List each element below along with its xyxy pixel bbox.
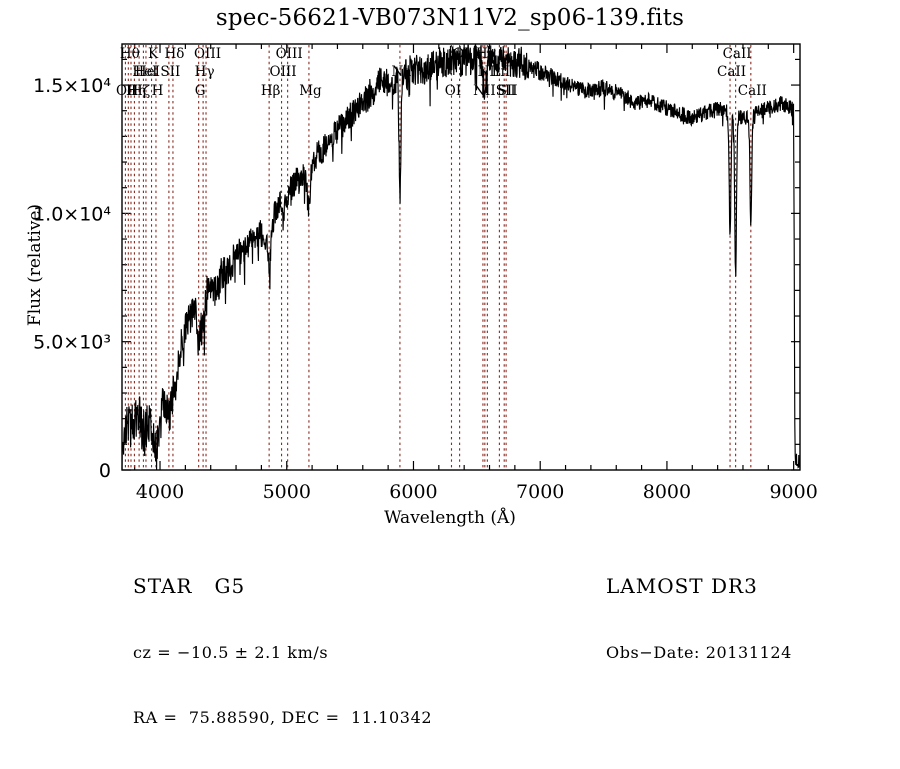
x-axis-label: Wavelength (Å) <box>384 508 516 528</box>
line-label-CaII: CaII <box>717 64 746 80</box>
line-label-OIII: OIII <box>194 46 221 62</box>
line-label-H: H <box>127 83 139 99</box>
survey-name: LAMOST DR3 <box>606 574 758 598</box>
line-label-HeI: HeI <box>132 64 157 80</box>
line-label-Na: Na <box>391 64 411 80</box>
line-label-H: Hθ <box>120 46 140 62</box>
line-label-OI: OI <box>453 46 469 62</box>
x-tick-label: 4000 <box>136 481 184 503</box>
obs-date: Obs−Date: 20131124 <box>606 643 792 662</box>
line-label-H: Hδ <box>164 46 184 62</box>
line-label-K: K <box>148 46 159 62</box>
spectrum-plot-page: spec-56621-VB073N11V2_sp06-139.fits 4000… <box>25 5 818 727</box>
y-tick-label: 1.0×10⁴ <box>33 203 111 225</box>
y-axis-label: Flux (relative) <box>25 203 45 327</box>
line-label-NII: NII <box>473 83 495 99</box>
line-label-NII: NII <box>478 64 500 80</box>
line-label-LiI: LiI <box>492 64 511 80</box>
x-tick-label: 6000 <box>389 481 437 503</box>
x-tick-label: 7000 <box>516 481 564 503</box>
object-summary: STAR G5 <box>133 572 432 601</box>
line-label-H: Hη <box>126 83 146 99</box>
x-tick-label: 5000 <box>263 481 311 503</box>
object-type: STAR <box>133 574 193 598</box>
line-label-SII: SII <box>496 83 516 99</box>
plot-frame <box>121 43 801 471</box>
line-label-SII: SII <box>498 83 518 99</box>
x-tick-label: 8000 <box>643 481 691 503</box>
line-label-OII: OII <box>116 83 138 99</box>
line-label-CaII: CaII <box>738 83 767 99</box>
line-label-CaII: CaII <box>723 46 752 62</box>
line-label-H: Hβ <box>261 83 281 99</box>
line-label-OI: OI <box>445 83 461 99</box>
line-label-H: Hγ <box>195 64 215 80</box>
spectrum-trace <box>121 43 801 471</box>
footer-right: LAMOST DR3 Obs−Date: 20131124 <box>606 534 792 704</box>
line-label-H: Hζ <box>131 83 150 99</box>
coordinates: RA = 75.88590, DEC = 11.10342 <box>133 708 433 727</box>
y-tick-label: 0 <box>99 460 111 482</box>
y-tick-label: 5.0×10³ <box>33 332 111 354</box>
line-label-OIII: OIII <box>270 64 297 80</box>
line-label-H: H <box>152 83 164 99</box>
redshift-velocity: cz = −10.5 ± 2.1 km/s <box>133 643 329 662</box>
line-label-HeI: HeI <box>135 64 160 80</box>
spectrum-chart: 4000 5000 6000 7000 8000 9000 0 5.0×10³ 1.0×10⁴ 1… <box>33 43 818 503</box>
x-tick-label: 9000 <box>769 481 817 503</box>
spectral-class: G5 <box>214 574 246 598</box>
line-label-G: G <box>195 83 206 99</box>
line-label-Mg: Mg <box>299 83 322 99</box>
line-label-OIII: OIII <box>276 46 303 62</box>
line-label-SII: SII <box>160 64 180 80</box>
line-label-H: Hα <box>476 46 497 62</box>
page-title: spec-56621-VB073N11V2_sp06-139.fits <box>215 5 685 31</box>
footer-left: STAR G5 cz = −10.5 ± 2.1 km/s RA = 75.88… <box>133 534 432 769</box>
y-tick-label: 1.5×10⁴ <box>33 75 111 97</box>
